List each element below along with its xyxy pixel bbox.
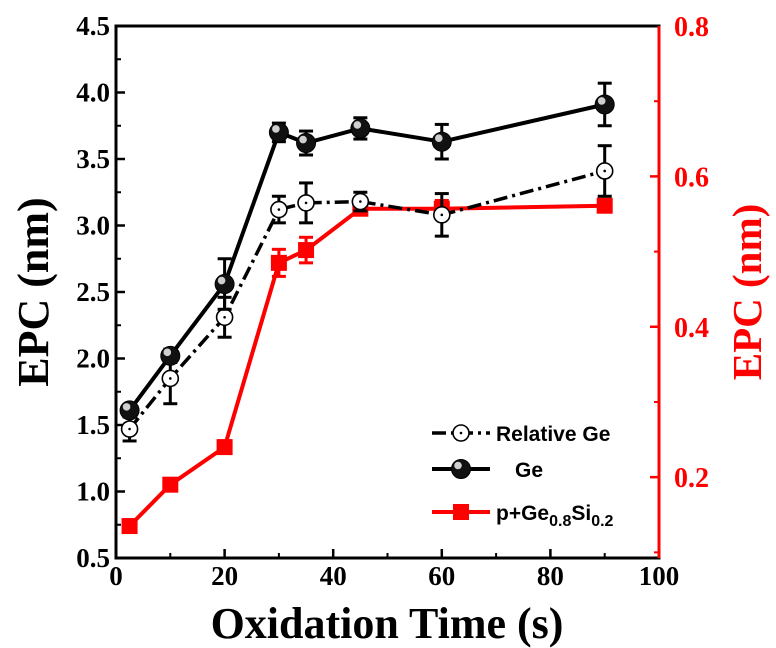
- data-point: [296, 133, 317, 154]
- data-point: [350, 118, 371, 139]
- y-left-tick-label: 1.5: [76, 410, 110, 440]
- legend-label: p+Ge0.8Si0.2: [496, 502, 614, 530]
- y-left-tick-label: 3.0: [76, 211, 110, 241]
- series-line: [128, 203, 605, 528]
- legend-subscript: 0.2: [591, 513, 613, 530]
- legend-label: Ge: [515, 459, 543, 482]
- data-point-center: [603, 169, 606, 173]
- y-left-tick-label: 1.0: [76, 477, 110, 507]
- data-point: [431, 131, 452, 152]
- data-point-center: [277, 208, 281, 211]
- y-axis-title-left: EPC (nm): [9, 197, 58, 386]
- legend-label-main: Relative Ge: [496, 423, 610, 446]
- data-point-highlight: [122, 403, 131, 411]
- data-point-center: [169, 377, 172, 380]
- x-tick-label: 60: [428, 561, 455, 591]
- legend-label-main: p+Ge: [496, 502, 549, 525]
- y-left-tick-label: 0.5: [76, 543, 110, 573]
- data-point: [596, 197, 613, 214]
- legend-subscript: 0.8: [549, 513, 571, 530]
- legend-label-main: Ge: [515, 459, 543, 482]
- y-right-tick-label: 0.2: [674, 463, 709, 494]
- y-left-tick-label: 4.0: [76, 78, 110, 108]
- data-point-highlight: [454, 461, 462, 470]
- data-point-highlight: [163, 348, 172, 357]
- y-left-tick-label: 2.5: [76, 277, 110, 307]
- data-point-center: [223, 315, 226, 319]
- data-point: [594, 94, 615, 115]
- data-point-center: [128, 427, 131, 431]
- x-axis-title: Oxidation Time (s): [211, 599, 564, 648]
- data-point-center: [459, 431, 463, 435]
- data-point: [121, 518, 138, 535]
- y-right-tick-label: 0.6: [674, 162, 709, 193]
- data-point-highlight: [353, 121, 362, 129]
- data-point-highlight: [597, 97, 606, 105]
- data-point: [453, 504, 469, 520]
- y-left-tick-label: 2.0: [76, 344, 110, 374]
- series-line: [127, 102, 606, 412]
- data-point-center: [304, 201, 308, 205]
- data-point: [268, 122, 289, 143]
- y-axis-title-right: EPC (nm): [724, 204, 770, 381]
- data-point-center: [440, 213, 444, 217]
- data-point: [270, 254, 287, 271]
- data-point-center: [359, 200, 362, 203]
- data-point-highlight: [299, 135, 307, 144]
- data-point: [119, 400, 140, 421]
- data-point: [162, 476, 179, 493]
- x-tick-label: 0: [109, 561, 123, 591]
- y-left-tick-label: 4.5: [76, 11, 110, 41]
- x-tick-label: 80: [537, 561, 564, 591]
- y-right-tick-label: 0.8: [674, 12, 709, 43]
- data-point: [298, 242, 315, 259]
- data-point-highlight: [217, 276, 226, 285]
- x-tick-label: 20: [211, 561, 238, 591]
- data-point: [214, 274, 235, 295]
- x-tick-label: 40: [320, 561, 347, 591]
- data-point: [216, 439, 233, 456]
- y-left-tick-label: 3.5: [76, 144, 110, 174]
- legend-label: Relative Ge: [496, 423, 610, 446]
- data-point-highlight: [435, 134, 443, 143]
- x-tick-label: 100: [639, 561, 680, 591]
- data-point: [451, 459, 471, 479]
- data-point-highlight: [272, 125, 280, 133]
- plot-frame: [114, 24, 661, 560]
- series-line: [128, 169, 606, 431]
- data-point: [160, 345, 181, 366]
- y-right-tick-label: 0.4: [674, 313, 709, 344]
- legend-label-element: Si: [571, 502, 591, 525]
